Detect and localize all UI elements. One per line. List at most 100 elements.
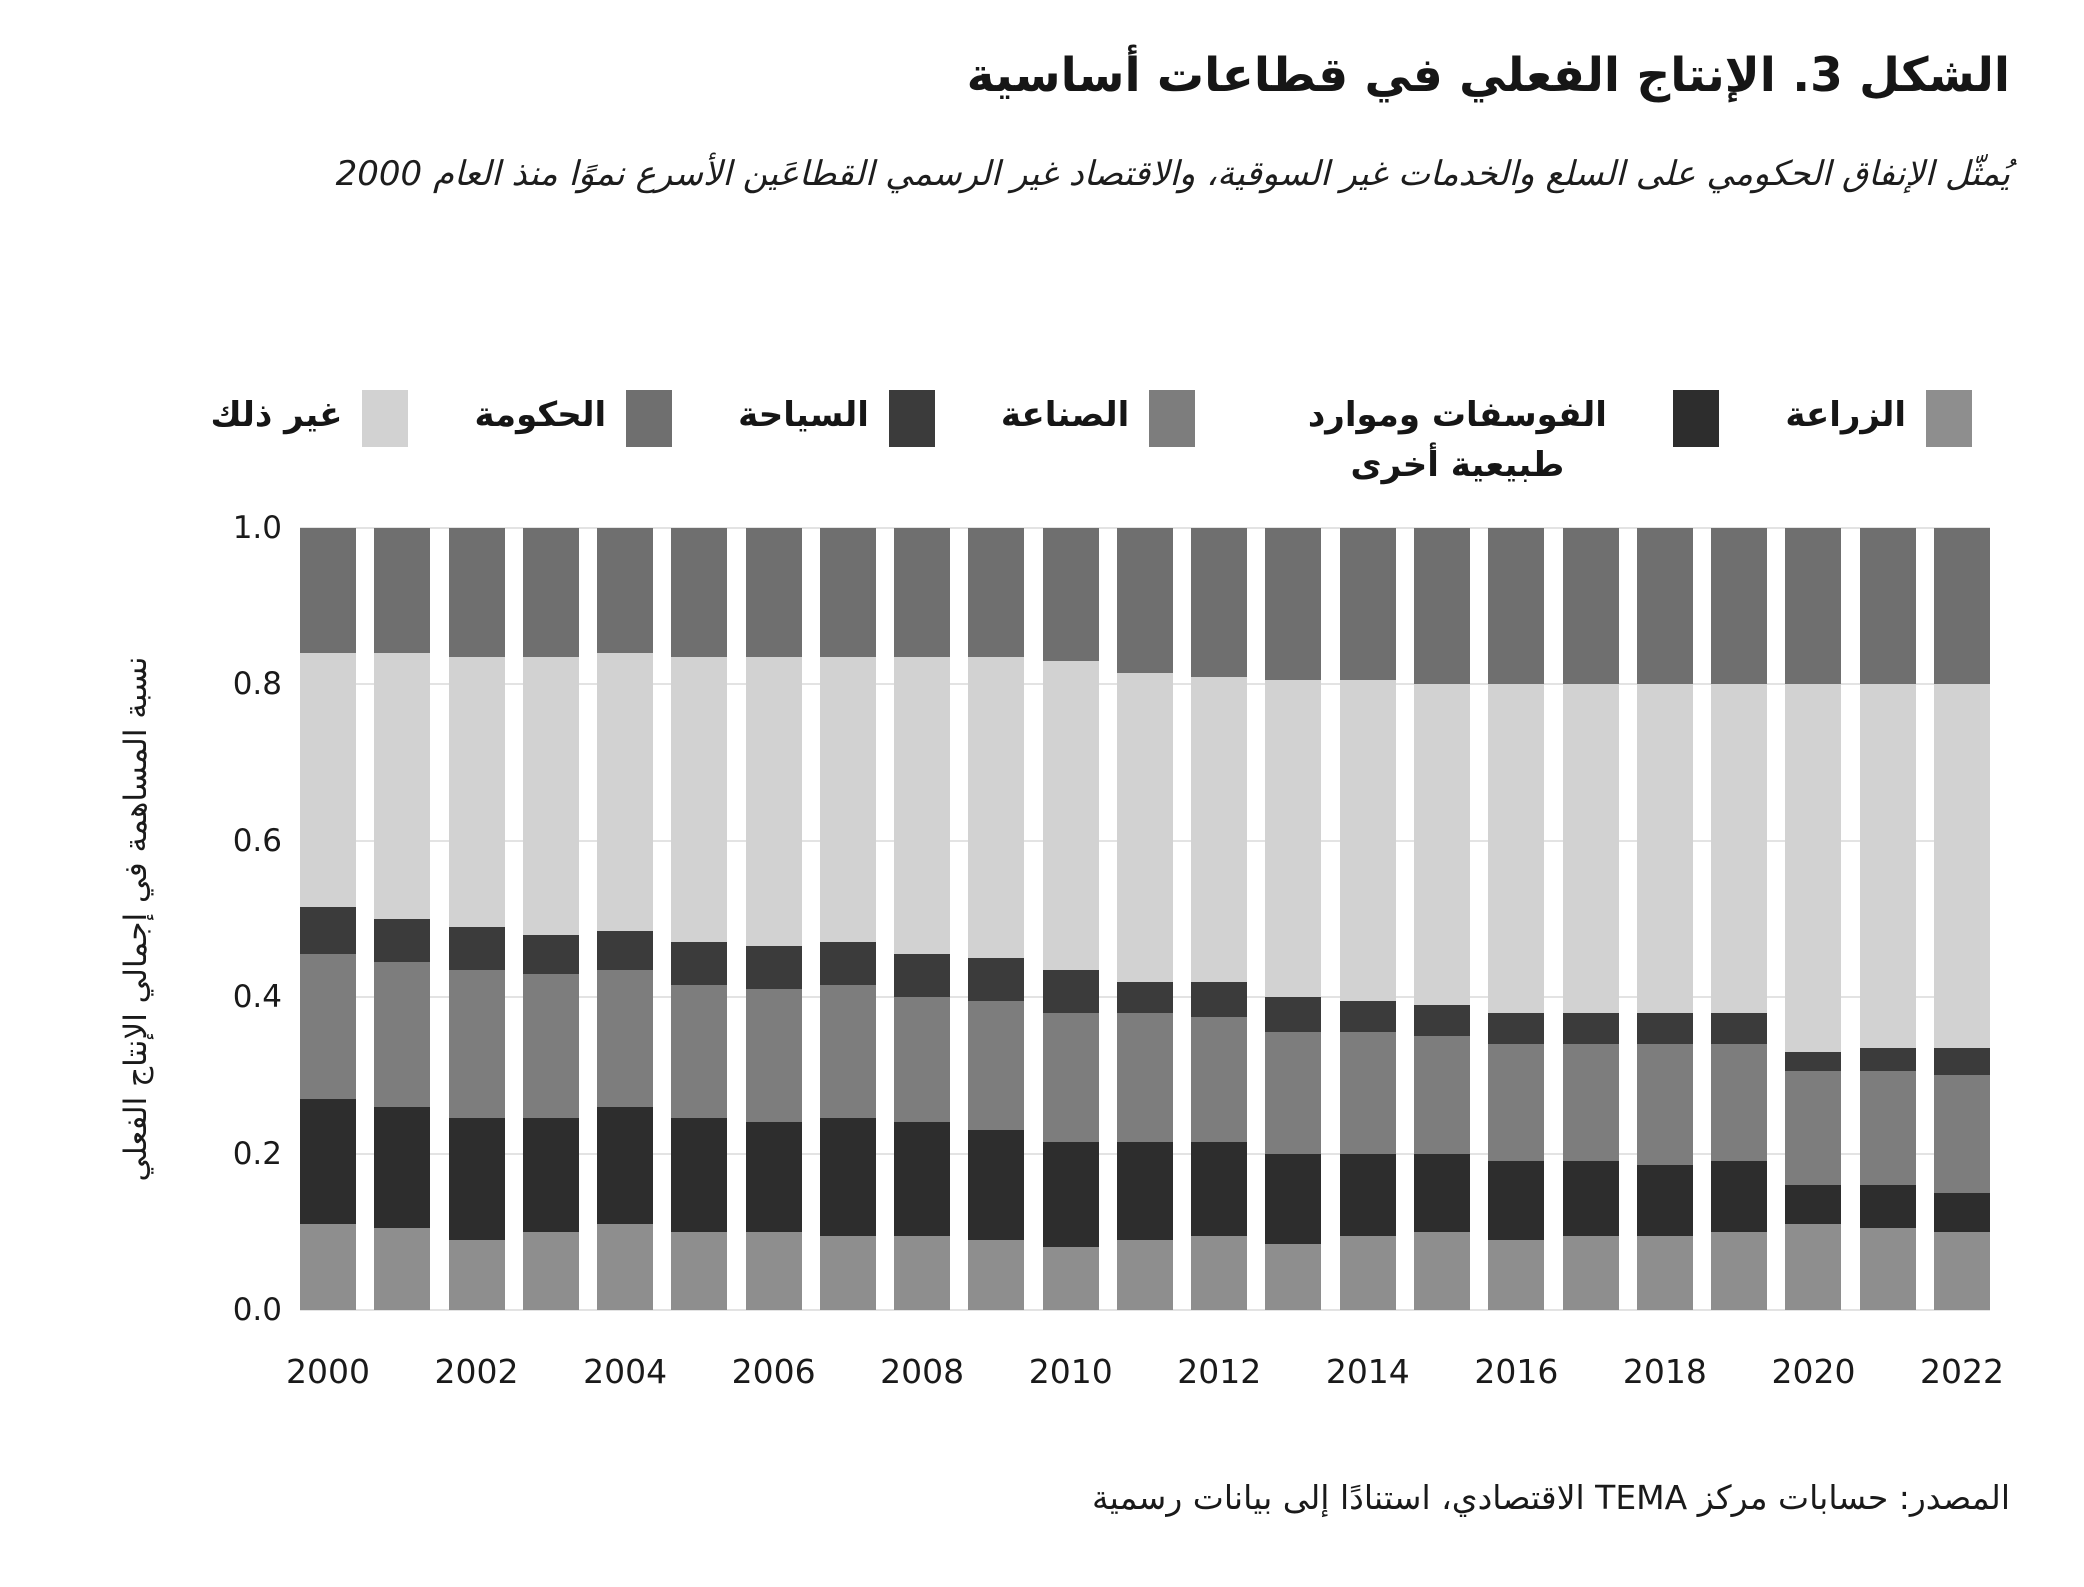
segment-agriculture: [1265, 1243, 1322, 1310]
segment-tourism: [819, 942, 876, 986]
x-tick-2006: 2006: [731, 1352, 816, 1391]
bar-2004: [597, 528, 654, 1310]
bar-2002: [448, 528, 505, 1310]
segment-industry: [374, 961, 431, 1107]
segment-industry: [1488, 1044, 1545, 1162]
segment-other: [1711, 684, 1768, 1013]
segment-agriculture: [1191, 1235, 1248, 1310]
segment-government: [1859, 528, 1916, 685]
legend-label: السياحة: [738, 395, 869, 435]
segment-other: [1488, 684, 1545, 1013]
segment-government: [300, 528, 356, 654]
source-note: المصدر: حسابات مركز TEMA الاقتصادي، استن…: [1091, 1478, 2010, 1517]
segment-government: [1116, 528, 1173, 673]
segment-industry: [1562, 1044, 1619, 1162]
segment-phosphates: [894, 1122, 951, 1236]
legend-label: الصناعة: [1000, 395, 1130, 435]
segment-agriculture: [1785, 1223, 1842, 1310]
chart-legend: الزراعة الفوسفات وموارد طبيعية أخرى الصناع…: [210, 390, 1972, 490]
segment-agriculture: [597, 1223, 654, 1310]
segment-tourism: [1413, 1005, 1470, 1037]
segment-tourism: [1116, 981, 1173, 1013]
segment-tourism: [522, 934, 579, 974]
segment-agriculture: [671, 1231, 728, 1310]
segment-industry: [300, 954, 356, 1099]
segment-industry: [1042, 1012, 1099, 1142]
segment-government: [894, 528, 951, 658]
segment-agriculture: [1116, 1239, 1173, 1310]
segment-phosphates: [522, 1118, 579, 1232]
segment-industry: [894, 997, 951, 1123]
bar-2022: [1933, 528, 1990, 1310]
bar-2015: [1413, 528, 1470, 1310]
segment-other: [745, 657, 802, 947]
segment-phosphates: [745, 1122, 802, 1232]
legend-swatch-icon: [1926, 390, 1972, 447]
segment-tourism: [597, 930, 654, 970]
bar-2008: [894, 528, 951, 1310]
legend-label: الزراعة: [1785, 395, 1906, 435]
segment-tourism: [1042, 969, 1099, 1013]
segment-government: [1339, 528, 1396, 681]
x-tick-2020: 2020: [1771, 1352, 1856, 1391]
segment-tourism: [1562, 1012, 1619, 1045]
segment-agriculture: [1042, 1247, 1099, 1310]
segment-government: [1933, 528, 1990, 685]
bar-2006: [745, 528, 802, 1310]
bar-2003: [522, 528, 579, 1310]
segment-agriculture: [1711, 1231, 1768, 1310]
segment-agriculture: [745, 1231, 802, 1310]
segment-phosphates: [1265, 1153, 1322, 1244]
segment-phosphates: [1636, 1165, 1693, 1236]
x-tick-2022: 2022: [1920, 1352, 2004, 1391]
segment-tourism: [1933, 1048, 1990, 1076]
segment-government: [1562, 528, 1619, 685]
segment-other: [1785, 684, 1842, 1052]
segment-government: [819, 528, 876, 658]
segment-agriculture: [300, 1223, 356, 1310]
x-tick-2002: 2002: [434, 1352, 519, 1391]
segment-agriculture: [448, 1239, 505, 1310]
legend-swatch-icon: [1149, 390, 1196, 447]
segment-other: [1339, 680, 1396, 1002]
segment-industry: [448, 969, 505, 1119]
segment-government: [448, 528, 505, 658]
bar-2017: [1562, 528, 1619, 1310]
x-tick-2010: 2010: [1028, 1352, 1113, 1391]
segment-phosphates: [1116, 1141, 1173, 1240]
segment-government: [1191, 528, 1248, 677]
x-tick-2018: 2018: [1622, 1352, 1707, 1391]
segment-tourism: [1265, 997, 1322, 1033]
segment-phosphates: [968, 1130, 1025, 1240]
legend-swatch-icon: [362, 390, 409, 447]
legend-item-5: غير ذلك: [210, 390, 409, 447]
x-tick-2008: 2008: [880, 1352, 965, 1391]
segment-phosphates: [448, 1118, 505, 1240]
legend-item-0: الزراعة: [1785, 390, 1972, 447]
x-tick-2012: 2012: [1177, 1352, 1262, 1391]
segment-industry: [1711, 1044, 1768, 1162]
segment-tourism: [1339, 1001, 1396, 1033]
bar-2016: [1488, 528, 1545, 1310]
segment-agriculture: [1413, 1231, 1470, 1310]
segment-tourism: [448, 926, 505, 970]
bar-2021: [1859, 528, 1916, 1310]
segment-industry: [671, 985, 728, 1119]
segment-phosphates: [671, 1118, 728, 1232]
x-tick-2016: 2016: [1474, 1352, 1559, 1391]
segment-other: [1859, 684, 1916, 1049]
segment-industry: [597, 969, 654, 1107]
legend-label: الفوسفات وموارد طبيعية أخرى: [1307, 395, 1607, 485]
segment-other: [1191, 676, 1248, 982]
legend-label: الحكومة: [474, 395, 607, 435]
y-axis-ticks: 0.0 0.2 0.4 0.6 0.8 1.0: [150, 510, 282, 1328]
bar-2009: [968, 528, 1025, 1310]
segment-government: [1785, 528, 1842, 685]
segment-industry: [819, 985, 876, 1119]
legend-swatch-icon: [626, 390, 673, 447]
segment-government: [1265, 528, 1322, 681]
segment-tourism: [1191, 981, 1248, 1017]
legend-item-1: الفوسفات وموارد طبيعية أخرى: [1261, 390, 1720, 490]
segment-other: [671, 657, 728, 943]
bar-2018: [1636, 528, 1693, 1310]
